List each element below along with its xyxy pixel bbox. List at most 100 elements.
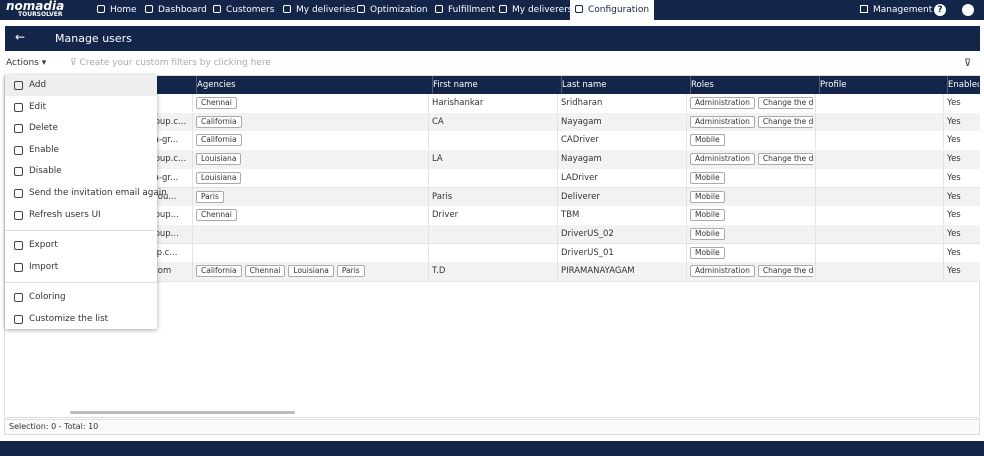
nav-item[interactable]: Configuration <box>570 0 655 20</box>
nav-label: Optimization <box>370 5 428 15</box>
menu-label: Send the invitation email again <box>29 188 167 198</box>
last-name-cell: Deliverer <box>561 191 600 202</box>
actions-button[interactable]: Actions ▾ <box>6 58 47 68</box>
menu-item[interactable]: Enable <box>5 140 157 161</box>
menu-separator <box>5 282 157 284</box>
cell-divider <box>192 224 193 243</box>
logo-sub: TOURSOLVER <box>18 11 63 18</box>
chip: California <box>196 134 242 147</box>
menu-item[interactable]: Disable <box>5 161 157 182</box>
table-row[interactable]: dia-gr... Louisiana LADriver Mobile Yes <box>5 168 980 189</box>
chip: Change the data r <box>757 115 813 128</box>
actions-label: Actions <box>6 58 39 68</box>
enabled-cell: Yes <box>947 191 961 202</box>
email-cell: s.com <box>146 266 172 277</box>
cell-divider <box>815 112 816 131</box>
nav-icon <box>213 5 221 13</box>
email-cell: dia-gr... <box>146 135 179 146</box>
last-name-cell: TBM <box>561 210 580 221</box>
cell-divider <box>428 243 429 262</box>
menu-item[interactable]: Coloring <box>5 287 157 308</box>
nav-icon <box>575 5 583 13</box>
title-bar: ← Manage users <box>5 26 980 51</box>
nav-label: Management <box>873 5 933 15</box>
chip: Paris <box>196 190 224 203</box>
chip: Chennai <box>244 265 286 278</box>
nav-icon <box>357 5 365 13</box>
cell-divider <box>815 168 816 187</box>
cell-divider <box>815 206 816 225</box>
menu-icon <box>14 167 23 177</box>
menu-separator <box>5 230 157 232</box>
menu-item[interactable]: Send the invitation email again <box>5 183 167 204</box>
menu-label: Refresh users UI <box>29 209 101 220</box>
nav-label: Customers <box>226 5 275 15</box>
back-button[interactable]: ← <box>15 30 26 44</box>
nav-label: Configuration <box>588 5 650 15</box>
cell-divider <box>815 262 816 281</box>
enabled-cell: Yes <box>947 210 961 221</box>
cell-divider <box>192 206 193 225</box>
chip: California <box>196 265 242 278</box>
chip: Change the data r <box>757 153 813 166</box>
nav-management[interactable]: Management <box>855 0 937 20</box>
roles-cell: Mobile <box>690 206 813 224</box>
cell-divider <box>943 94 944 112</box>
first-name-cell: LA <box>432 154 443 165</box>
cell-divider <box>557 262 558 281</box>
enabled-cell: Yes <box>947 247 961 258</box>
nav-item[interactable]: Fulfillment <box>430 0 500 20</box>
cell-divider <box>428 187 429 206</box>
logo-text: nomadia <box>6 0 65 13</box>
column-header: First name <box>432 76 556 94</box>
menu-item[interactable]: Refresh users UI <box>5 205 157 226</box>
nav-item[interactable]: Home <box>92 0 142 20</box>
filter-icon[interactable]: ⊽ <box>964 58 972 69</box>
nav-item[interactable]: Dashboard <box>140 0 212 20</box>
email-cell: -grou... <box>146 191 177 202</box>
menu-item[interactable]: Import <box>5 257 157 278</box>
menu-item[interactable]: Delete <box>5 118 157 139</box>
help-icon[interactable]: ? <box>934 4 946 16</box>
first-name-cell: T.D <box>432 266 446 277</box>
user-icon[interactable] <box>962 4 974 16</box>
filter-input[interactable]: ⊽ Create your custom filters by clicking… <box>70 58 271 68</box>
menu-item[interactable]: Edit <box>5 97 157 118</box>
scrollbar[interactable] <box>70 411 295 414</box>
nav-label: My deliveries <box>296 5 356 15</box>
table-header: Agencies First name Last name Roles Profile E… <box>5 76 980 94</box>
cell-divider <box>557 112 558 131</box>
chip: Chennai <box>196 97 237 109</box>
nav-item[interactable]: Customers <box>208 0 279 20</box>
menu-item[interactable]: Export <box>5 235 157 256</box>
menu-item[interactable]: Customize the list <box>5 309 157 330</box>
table-row[interactable]: dia-gr... California CADriver Mobile Yes <box>5 131 980 151</box>
enabled-cell: Yes <box>947 228 961 239</box>
enabled-cell: Yes <box>947 154 961 165</box>
nav-item[interactable]: My deliverers <box>494 0 578 20</box>
menu-label: Customize the list <box>29 314 109 324</box>
menu-item[interactable]: Add <box>5 75 157 96</box>
chip: Change the data r <box>757 265 813 278</box>
table-row[interactable]: mChennaiHarishankarSridharanAdministrati… <box>5 94 980 114</box>
email-cell: group... <box>146 210 179 221</box>
nav-item[interactable]: My deliveries <box>278 0 361 20</box>
cell-divider <box>943 112 944 131</box>
table-row[interactable]: -grou... Paris Paris Deliverer Mobile Yes <box>5 187 980 208</box>
cell-divider <box>192 262 193 281</box>
email-cell: group... <box>146 228 179 239</box>
column-header: Last name <box>561 76 685 94</box>
agencies-cell: California <box>196 113 426 131</box>
cell-divider <box>943 168 944 187</box>
agencies-cell: Chennai <box>196 206 426 224</box>
table-row[interactable]: s.com California Chennai Louisiana Paris T.D P… <box>5 262 980 282</box>
nav-item[interactable]: Optimization <box>352 0 433 20</box>
cell-divider <box>943 187 944 206</box>
cell-divider <box>192 243 193 262</box>
chip: Mobile <box>690 227 725 240</box>
table-row[interactable]: oup.c... DriverUS_01 Mobile Yes <box>5 243 980 264</box>
cell-divider <box>686 168 687 187</box>
cell-divider <box>943 206 944 225</box>
cell-divider <box>192 112 193 131</box>
chip: Mobile <box>690 209 725 222</box>
